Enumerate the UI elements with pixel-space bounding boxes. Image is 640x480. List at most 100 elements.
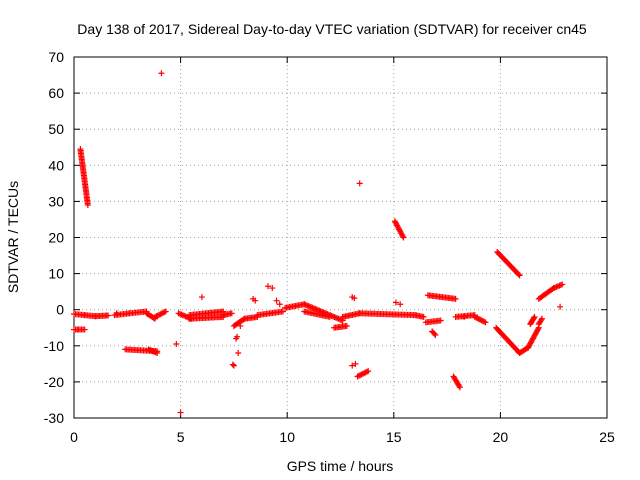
chart-title: Day 138 of 2017, Sidereal Day-to-day VTE… <box>77 21 587 37</box>
data-point <box>276 301 283 308</box>
y-axis-label: SDTVAR / TECUs <box>5 181 21 293</box>
data-point <box>273 297 280 304</box>
data-point <box>474 315 481 322</box>
data-point <box>153 313 160 320</box>
data-point <box>361 370 368 377</box>
axis-ticks <box>73 56 608 419</box>
data-point <box>362 369 369 376</box>
data-point <box>557 303 564 310</box>
y-tick-label: 30 <box>48 193 64 209</box>
data-point <box>397 301 404 308</box>
data-point <box>392 299 399 306</box>
data-point <box>359 370 366 377</box>
data-point <box>229 361 236 368</box>
data-points <box>71 70 566 416</box>
data-point <box>349 362 356 369</box>
y-tick-label: -10 <box>44 338 64 354</box>
data-point <box>515 271 522 278</box>
data-point <box>420 313 427 320</box>
data-point <box>354 373 361 380</box>
data-point <box>400 234 407 241</box>
x-tick-label: 10 <box>279 429 295 445</box>
data-point <box>198 294 205 301</box>
y-tick-label: 70 <box>48 49 64 65</box>
y-tick-label: 0 <box>56 302 64 318</box>
data-point <box>160 309 167 316</box>
data-point <box>157 311 164 318</box>
data-point <box>161 309 168 316</box>
data-point <box>452 295 459 302</box>
data-point <box>355 372 362 379</box>
data-point <box>358 371 365 378</box>
data-point <box>356 180 363 187</box>
data-point <box>105 312 112 319</box>
data-point <box>475 315 482 322</box>
data-point <box>252 297 259 304</box>
data-point <box>456 382 463 389</box>
data-point <box>473 314 480 321</box>
x-tick-label: 0 <box>70 429 78 445</box>
data-point <box>154 312 161 319</box>
tick-labels: 0 5 10 15 20 25 -30 -20 -10 0 10 20 30 40 50 60 70 <box>44 49 615 445</box>
data-point <box>113 310 120 317</box>
data-point <box>234 333 241 340</box>
data-point <box>228 310 235 317</box>
data-point <box>481 318 488 325</box>
data-point <box>538 317 545 324</box>
x-tick-label: 15 <box>386 429 402 445</box>
x-axis-label: GPS time / hours <box>287 458 394 474</box>
data-point <box>432 331 439 338</box>
data-point <box>235 350 242 357</box>
data-point <box>162 308 169 315</box>
data-point <box>81 326 88 333</box>
data-point <box>363 368 370 375</box>
data-point <box>269 285 276 292</box>
data-point <box>559 281 566 288</box>
data-point <box>479 317 486 324</box>
data-point <box>230 362 237 369</box>
data-point <box>265 283 272 290</box>
data-point <box>154 350 161 357</box>
data-point <box>538 315 545 322</box>
data-point <box>431 330 438 337</box>
plot-area-border <box>73 56 608 419</box>
data-point <box>531 313 538 320</box>
data-point <box>326 313 333 320</box>
grid <box>74 57 607 418</box>
data-point <box>471 313 478 320</box>
data-point <box>343 322 350 329</box>
data-point <box>516 272 523 279</box>
data-point <box>399 233 406 240</box>
x-tick-label: 20 <box>493 429 509 445</box>
data-point <box>461 313 468 320</box>
y-tick-label: -30 <box>44 410 64 426</box>
y-tick-label: 60 <box>48 85 64 101</box>
data-point <box>456 384 463 391</box>
data-point <box>156 311 163 318</box>
data-point <box>477 316 484 323</box>
data-point <box>177 409 184 416</box>
data-point <box>152 313 159 320</box>
data-point <box>158 70 165 77</box>
data-point <box>357 372 364 379</box>
data-point <box>535 326 542 333</box>
data-point <box>352 360 359 367</box>
data-point <box>237 322 244 329</box>
data-point <box>84 202 91 209</box>
y-tick-label: 20 <box>48 230 64 246</box>
data-point <box>279 308 286 315</box>
data-point <box>158 310 165 317</box>
data-point <box>351 295 358 302</box>
y-tick-label: -20 <box>44 374 64 390</box>
data-point <box>482 319 489 326</box>
data-point <box>478 317 485 324</box>
data-point <box>437 317 444 324</box>
data-point <box>173 340 180 347</box>
y-tick-label: 50 <box>48 121 64 137</box>
data-point <box>75 326 82 333</box>
data-point <box>530 315 537 322</box>
x-tick-label: 5 <box>177 429 185 445</box>
x-tick-label: 25 <box>599 429 615 445</box>
y-tick-label: 40 <box>48 157 64 173</box>
